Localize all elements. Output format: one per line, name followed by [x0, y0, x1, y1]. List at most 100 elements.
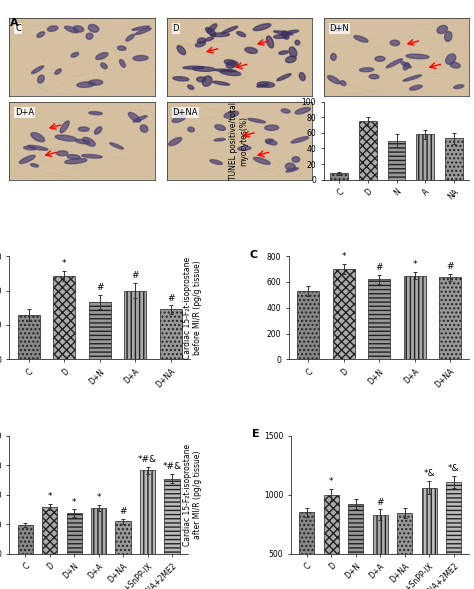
Polygon shape — [82, 154, 102, 158]
Polygon shape — [30, 164, 38, 167]
Polygon shape — [221, 27, 237, 34]
Polygon shape — [110, 143, 123, 149]
Text: *: * — [72, 498, 76, 507]
Polygon shape — [354, 35, 368, 42]
Text: C: C — [249, 250, 257, 260]
Polygon shape — [60, 121, 69, 133]
Polygon shape — [340, 81, 346, 85]
Text: #: # — [119, 507, 127, 515]
Polygon shape — [331, 54, 336, 60]
Polygon shape — [292, 157, 300, 162]
Polygon shape — [118, 46, 126, 51]
Text: #: # — [131, 272, 139, 280]
Text: *&: *& — [448, 464, 459, 473]
Polygon shape — [133, 55, 148, 61]
Polygon shape — [286, 30, 299, 34]
Polygon shape — [88, 25, 99, 32]
Polygon shape — [273, 31, 293, 35]
Polygon shape — [410, 85, 422, 90]
Polygon shape — [265, 125, 279, 130]
Bar — [368, 279, 390, 359]
Polygon shape — [37, 32, 45, 38]
Polygon shape — [140, 125, 148, 133]
Polygon shape — [286, 168, 299, 172]
Polygon shape — [75, 140, 90, 144]
Polygon shape — [369, 74, 379, 79]
Bar — [324, 495, 339, 554]
Polygon shape — [173, 77, 189, 81]
Polygon shape — [281, 109, 290, 113]
Polygon shape — [331, 25, 345, 31]
Polygon shape — [100, 63, 107, 69]
Polygon shape — [273, 35, 288, 38]
Polygon shape — [188, 85, 194, 90]
Polygon shape — [86, 33, 93, 39]
Bar — [330, 173, 348, 180]
Polygon shape — [96, 52, 108, 59]
Text: D+N: D+N — [329, 24, 349, 33]
Polygon shape — [197, 77, 206, 82]
Text: E: E — [252, 429, 259, 439]
Polygon shape — [299, 72, 305, 81]
Polygon shape — [224, 111, 238, 118]
Polygon shape — [78, 127, 89, 131]
Polygon shape — [65, 158, 87, 164]
Bar — [297, 291, 319, 359]
Polygon shape — [220, 70, 241, 75]
Polygon shape — [265, 139, 277, 145]
Y-axis label: Cardiac 15-F₂t-isoprostane
before MI/R (pg/g tissue): Cardiac 15-F₂t-isoprostane before MI/R (… — [183, 257, 202, 359]
Polygon shape — [245, 47, 257, 54]
Polygon shape — [406, 54, 429, 59]
Polygon shape — [56, 151, 68, 155]
Polygon shape — [174, 109, 185, 115]
Polygon shape — [254, 157, 270, 164]
Polygon shape — [282, 31, 289, 39]
Text: *: * — [62, 259, 66, 269]
Polygon shape — [257, 84, 269, 87]
Bar — [388, 141, 405, 180]
Polygon shape — [73, 26, 84, 32]
Text: D+NA: D+NA — [173, 108, 198, 117]
Polygon shape — [214, 69, 236, 72]
Bar — [18, 315, 40, 359]
Polygon shape — [119, 59, 125, 67]
Polygon shape — [198, 38, 205, 43]
Text: *#&: *#& — [138, 455, 157, 464]
Bar — [18, 525, 33, 554]
Polygon shape — [253, 24, 271, 31]
Text: *: * — [329, 477, 334, 486]
Bar — [445, 138, 463, 180]
Polygon shape — [403, 63, 409, 70]
Bar — [397, 513, 412, 554]
Bar — [333, 269, 355, 359]
Bar — [403, 276, 426, 359]
Bar — [124, 290, 146, 359]
Polygon shape — [126, 34, 135, 41]
Polygon shape — [177, 46, 186, 55]
Bar — [89, 302, 110, 359]
Bar — [116, 521, 131, 554]
Polygon shape — [375, 57, 385, 61]
Polygon shape — [445, 31, 452, 41]
Bar — [140, 471, 155, 554]
Polygon shape — [390, 40, 400, 45]
Polygon shape — [279, 51, 288, 54]
Text: #: # — [96, 283, 103, 293]
Bar — [66, 513, 82, 554]
Polygon shape — [266, 36, 273, 48]
Polygon shape — [55, 135, 77, 141]
Text: D: D — [173, 24, 179, 33]
Polygon shape — [206, 28, 216, 36]
Bar — [91, 508, 106, 554]
Polygon shape — [133, 115, 147, 122]
Polygon shape — [19, 155, 35, 164]
Bar — [348, 504, 363, 554]
Polygon shape — [446, 54, 456, 64]
Polygon shape — [183, 66, 204, 69]
Text: *#&: *#& — [163, 462, 182, 471]
Polygon shape — [192, 67, 215, 71]
Y-axis label: Cardiac 15-F₂t-isoprostane
after MI/R (pg/g tissue): Cardiac 15-F₂t-isoprostane after MI/R (p… — [182, 444, 202, 546]
Text: C: C — [15, 24, 21, 33]
Polygon shape — [285, 163, 295, 170]
Polygon shape — [82, 137, 95, 146]
